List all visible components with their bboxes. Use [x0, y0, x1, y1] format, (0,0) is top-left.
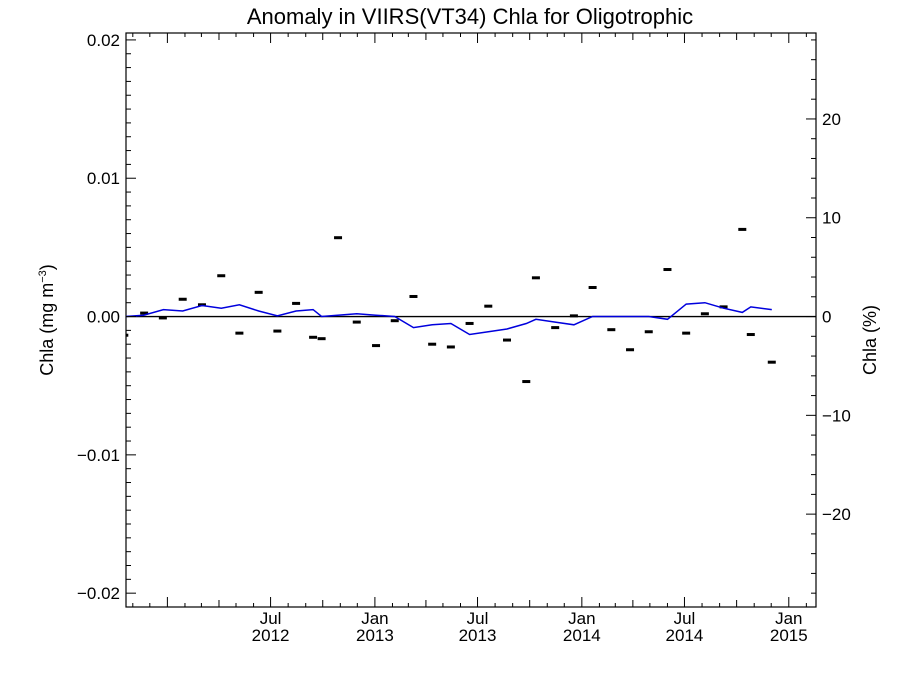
right-y-tick-label: −20: [822, 505, 851, 524]
data-point-dash: [217, 274, 226, 278]
left-y-axis-label-superscript: −3: [37, 270, 49, 283]
data-point-dash: [551, 326, 560, 330]
plot-frame: [125, 32, 817, 608]
data-point-dash: [140, 311, 149, 315]
data-point-dash: [309, 335, 318, 339]
data-point-dash: [626, 348, 635, 352]
x-tick-label-month: Jul: [674, 609, 696, 628]
data-point-dash: [588, 285, 597, 289]
data-point-dash: [682, 331, 691, 335]
left-y-axis-label-close: ): [37, 264, 57, 270]
data-point-dash: [607, 328, 616, 332]
left-y-tick-label: −0.01: [77, 446, 120, 465]
data-point-dash: [531, 276, 540, 280]
data-point-dash: [484, 304, 493, 308]
plot-border: [125, 32, 817, 608]
left-y-axis: −0.02 −0.01 0.00 0.01 0.02: [77, 31, 136, 603]
data-point-dash: [390, 319, 399, 323]
data-point-dash: [334, 236, 343, 240]
left-y-tick-label: −0.02: [77, 584, 120, 603]
data-point-dash: [409, 294, 418, 298]
data-point-dash: [503, 338, 512, 342]
x-axis: Jul2012Jan2013Jul2013Jan2014Jul2014Jan20…: [132, 33, 808, 645]
right-y-tick-label: 20: [822, 110, 841, 129]
x-tick-label-month: Jul: [467, 609, 489, 628]
data-point-dash: [428, 342, 437, 346]
x-tick-label-year: 2014: [563, 626, 601, 645]
data-point-dash: [569, 314, 578, 318]
left-y-axis-label: Chla (mg m−3): [37, 264, 57, 376]
data-point-dash: [158, 316, 167, 320]
data-point-dash: [372, 344, 381, 348]
right-y-tick-label: −10: [822, 406, 851, 425]
data-point-dash: [273, 329, 282, 333]
data-point-dash: [317, 337, 326, 341]
data-point-dash: [738, 227, 747, 231]
data-point-dash: [663, 268, 672, 272]
x-tick-label-month: Jul: [260, 609, 282, 628]
data-point-dash: [465, 321, 474, 325]
x-tick-label-year: 2013: [459, 626, 497, 645]
x-tick-label-year: 2013: [356, 626, 394, 645]
data-point-dash: [700, 312, 709, 316]
data-point-dash: [719, 305, 728, 309]
x-tick-label-year: 2014: [666, 626, 704, 645]
data-point-dash: [522, 380, 531, 384]
data-point-dash: [767, 360, 776, 364]
data-point-dash: [446, 345, 455, 349]
data-point-dash: [352, 320, 361, 324]
left-y-tick-label: 0.01: [87, 169, 120, 188]
data-point-dash: [254, 290, 263, 294]
chart-title: Anomaly in VIIRS(VT34) Chla for Oligotro…: [247, 4, 693, 29]
series-layer: [126, 227, 776, 384]
right-y-tick-label: 10: [822, 209, 841, 228]
left-y-tick-label: 0.02: [87, 31, 120, 50]
right-y-axis-label: Chla (%): [860, 305, 880, 375]
right-y-axis: −20 −10 0 10 20: [806, 39, 851, 594]
x-tick-label-year: 2015: [770, 626, 808, 645]
left-y-tick-label: 0.00: [87, 308, 120, 327]
data-point-dash: [235, 331, 244, 335]
data-point-dash: [746, 333, 755, 337]
data-point-dash: [178, 297, 187, 301]
data-point-dash: [126, 333, 129, 337]
series-line: [126, 301, 772, 336]
x-tick-label-month: Jan: [775, 609, 802, 628]
right-y-tick-label: 0: [822, 308, 831, 327]
data-point-dash: [644, 330, 653, 334]
x-tick-label-month: Jan: [568, 609, 595, 628]
data-point-dash: [292, 301, 301, 305]
left-y-axis-label-main: Chla (mg m: [37, 283, 57, 376]
x-tick-label-year: 2012: [252, 626, 290, 645]
x-tick-label-month: Jan: [361, 609, 388, 628]
